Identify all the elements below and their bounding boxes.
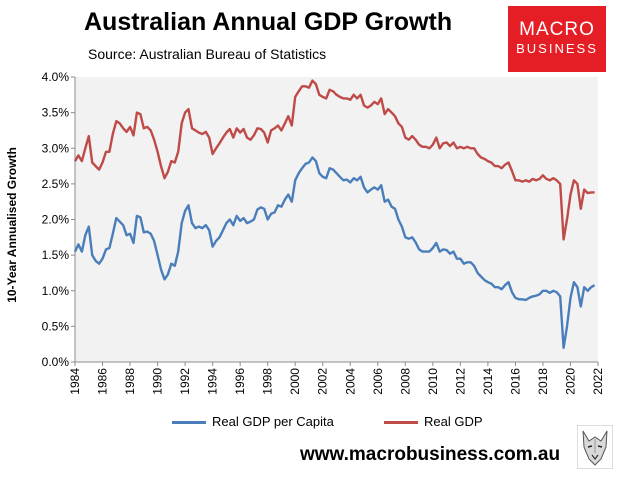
legend-label-gdp-per-capita: Real GDP per Capita [212, 414, 334, 429]
x-tick-label: 2012 [453, 368, 467, 395]
y-tick-label: 1.0% [42, 284, 70, 298]
y-tick-label: 3.5% [42, 106, 70, 120]
x-tick-label: 1984 [68, 368, 82, 395]
y-tick-label: 4.0% [42, 70, 70, 84]
series-line-real-gdp [73, 79, 595, 241]
legend-label-real-gdp: Real GDP [424, 414, 483, 429]
x-tick-label: 2002 [316, 368, 330, 395]
x-tick-label: 1992 [178, 368, 192, 395]
x-tick-label: 2000 [288, 368, 302, 395]
y-axis-label: 10-Year Annualised Growth [5, 147, 19, 303]
x-tick-label: 2014 [481, 368, 495, 395]
website-link[interactable]: www.macrobusiness.com.au [300, 444, 561, 465]
x-tick-label: 2020 [563, 368, 577, 395]
x-tick-label: 2016 [508, 368, 522, 395]
macrobusiness-logo[interactable]: MACRO BUSINESS [508, 6, 606, 72]
y-tick-label: 1.5% [42, 248, 70, 262]
legend-item-gdp-per-capita: Real GDP per Capita [172, 414, 334, 429]
x-tick-label: 2006 [371, 368, 385, 395]
x-tick-label: 2004 [343, 368, 357, 395]
y-tick-label: 3.0% [42, 141, 70, 155]
x-tick-label: 1998 [261, 368, 275, 395]
chart-subtitle: Source: Australian Bureau of Statistics [88, 46, 327, 62]
x-tick-label: 2008 [398, 368, 412, 395]
legend-swatch-gdp-per-capita [172, 421, 206, 425]
legend-item-real-gdp: Real GDP [384, 414, 483, 429]
x-tick-label: 2018 [536, 368, 550, 395]
x-tick-label: 2022 [591, 368, 605, 395]
legend-swatch-real-gdp [384, 421, 418, 425]
y-tick-label: 0.5% [42, 319, 70, 333]
logo-line-2: BUSINESS [516, 41, 598, 56]
x-tick-label: 1994 [206, 368, 220, 395]
logo-line-1: MACRO [519, 19, 595, 40]
chart-title: Australian Annual GDP Growth [84, 8, 453, 36]
x-tick-label: 1986 [96, 368, 110, 395]
series-line-gdp-per-capita [73, 156, 596, 349]
y-tick-label: 2.0% [42, 213, 70, 227]
y-tick-label: 0.0% [42, 355, 70, 369]
x-tick-label: 1990 [151, 368, 165, 395]
y-tick-label: 2.5% [42, 177, 70, 191]
x-tick-label: 1996 [233, 368, 247, 395]
x-tick-label: 2010 [426, 368, 440, 395]
plot-area [75, 77, 598, 362]
x-tick-label: 1988 [123, 368, 137, 395]
wolf-icon [577, 425, 613, 469]
